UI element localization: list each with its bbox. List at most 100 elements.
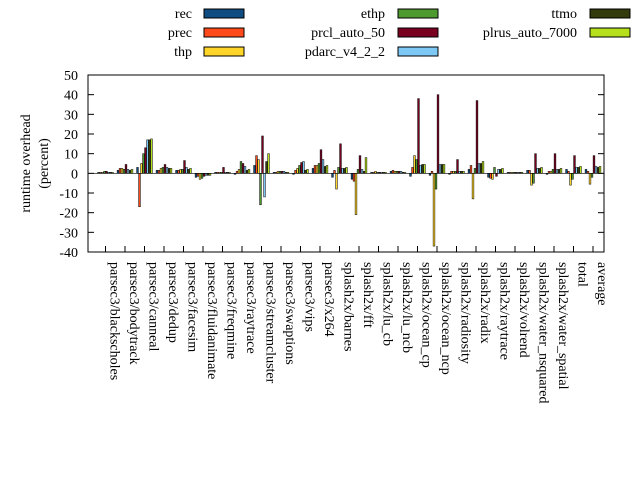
bar <box>294 170 297 174</box>
bar <box>352 173 356 182</box>
bar <box>140 163 143 174</box>
legend-item: pdarc_v4_2_2 <box>305 45 439 60</box>
bar <box>356 169 360 174</box>
bar <box>185 167 188 174</box>
bar <box>415 159 418 174</box>
legend-item: ttmo <box>551 7 631 22</box>
bar <box>528 170 531 174</box>
bar <box>259 173 262 206</box>
bar <box>343 168 346 174</box>
bar <box>261 135 264 174</box>
bar <box>138 173 141 208</box>
x-tick-label: total <box>575 262 590 287</box>
x-tick-label: splash2x/volrend <box>516 262 531 358</box>
x-tick-label: parsec3/dedup <box>165 262 180 343</box>
legend-label: prec <box>168 26 192 41</box>
bar <box>120 168 124 174</box>
bar <box>592 155 596 174</box>
bar <box>442 164 446 174</box>
bar <box>573 155 576 174</box>
y-tick-label: -10 <box>59 187 78 202</box>
bar <box>471 173 475 200</box>
bar <box>239 161 243 174</box>
bar <box>198 173 202 180</box>
y-axis-title-line: (percent) <box>37 138 52 189</box>
bar <box>475 100 479 174</box>
x-tick-label: splash2x/water_spatial <box>555 262 570 390</box>
y-axis-title-line: runtime overhead <box>19 114 34 212</box>
bar <box>538 168 541 174</box>
bar <box>169 168 173 174</box>
bar <box>337 167 340 174</box>
bar <box>241 163 245 174</box>
bar <box>411 167 414 174</box>
y-tick-label: -20 <box>59 207 78 222</box>
bar <box>497 169 500 174</box>
x-tick-label: splash2x/raytrace <box>497 262 512 360</box>
y-tick-label: 20 <box>64 128 78 143</box>
bar <box>187 169 190 174</box>
legend-swatch <box>397 27 439 38</box>
x-tick-label: splash2x/lu_cb <box>380 262 395 346</box>
bar <box>196 173 200 177</box>
bar <box>253 165 256 174</box>
bar <box>339 143 342 174</box>
bar <box>317 163 321 174</box>
bar <box>167 168 171 174</box>
bar <box>118 168 122 174</box>
bar <box>150 138 153 174</box>
bar <box>243 166 247 174</box>
bar <box>165 167 169 174</box>
bar <box>331 173 334 178</box>
legend-item: thp <box>174 45 245 60</box>
plot-area: -40 -30 -20 -10 0 10 20 30 40 50 <box>59 69 605 261</box>
bar <box>409 173 412 177</box>
legend-label: ethp <box>361 7 385 22</box>
y-tick-label: -40 <box>59 246 78 261</box>
bar <box>255 155 258 174</box>
bar <box>181 169 184 174</box>
bar <box>350 173 354 180</box>
legend-label: rec <box>175 7 192 22</box>
bar <box>306 169 309 174</box>
x-tick-label: parsec3/fluidanimate <box>204 262 219 379</box>
bar <box>588 173 592 185</box>
x-tick-label: parsec3/canneal <box>146 262 161 351</box>
bar <box>477 163 481 174</box>
bar <box>136 167 139 174</box>
bar <box>495 173 498 177</box>
bar <box>456 159 459 174</box>
x-tick-label: parsec3/streamcluster <box>263 262 278 384</box>
x-tick-label: splash2x/radix <box>477 262 492 344</box>
legend-swatch <box>397 46 439 57</box>
bar <box>436 94 440 174</box>
legend-swatch <box>203 27 245 38</box>
y-tick-label: -30 <box>59 226 78 241</box>
bar <box>594 166 598 174</box>
bar <box>557 169 561 174</box>
bar <box>553 153 557 174</box>
legend-label: pdarc_v4_2_2 <box>305 45 385 60</box>
legend-label: plrus_auto_7000 <box>483 26 577 41</box>
bar <box>469 165 473 174</box>
bar <box>304 170 307 174</box>
bar <box>419 165 422 174</box>
bar <box>177 170 180 174</box>
bar <box>124 164 128 174</box>
y-axis-title: runtime overhead (percent) <box>19 114 52 212</box>
bar <box>434 173 438 190</box>
legend-item: prec <box>168 26 245 41</box>
x-tick-label: splash2x/fft <box>360 262 375 328</box>
bar <box>302 161 305 174</box>
bar <box>345 167 348 174</box>
bar <box>555 169 559 174</box>
plot-frame <box>87 74 605 253</box>
bar <box>257 159 260 174</box>
x-tick-label: splash2x/radiosity <box>458 262 473 364</box>
bar <box>157 170 161 174</box>
bar <box>358 155 362 174</box>
bar <box>189 168 192 174</box>
bar <box>116 170 120 174</box>
bar <box>569 173 572 186</box>
bar <box>122 169 126 174</box>
